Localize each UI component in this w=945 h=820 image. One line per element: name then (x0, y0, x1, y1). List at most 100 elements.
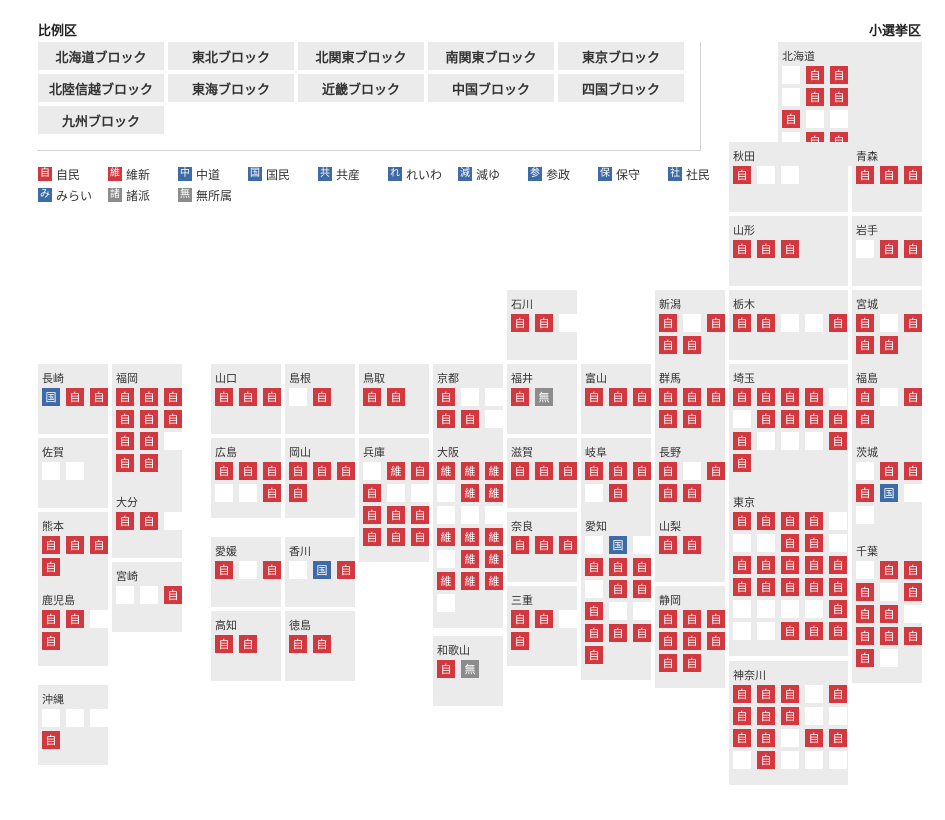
seat-marker: 自 (781, 707, 799, 725)
seat-empty (485, 506, 503, 524)
block-button[interactable]: 東海ブロック (168, 74, 294, 102)
seat-marker: 自 (733, 556, 751, 574)
seat-empty (461, 388, 479, 406)
prefecture-cell: 北海道自自自自自自自 (778, 42, 922, 166)
seat-marker: 自 (880, 462, 898, 480)
legend-item: 諸諸派 (108, 187, 150, 203)
legend-swatch: 無 (178, 188, 192, 202)
seat-empty (806, 110, 824, 128)
seat-marker: 自 (856, 583, 874, 601)
seat-marker: 自 (733, 454, 751, 472)
legend-swatch: れ (388, 167, 402, 181)
seat-empty (781, 314, 799, 332)
legend-label: 諸派 (126, 188, 151, 203)
prefecture-cell: 宮城自自自自 (852, 290, 922, 370)
block-button[interactable]: 北関東ブロック (298, 42, 424, 70)
seat-marker: 自 (880, 605, 898, 623)
seat-empty (437, 506, 455, 524)
seat-marker: 自 (116, 410, 134, 428)
seat-empty (856, 506, 874, 524)
seat-marker: 自 (116, 388, 134, 406)
block-button[interactable]: 南関東ブロック (428, 42, 554, 70)
seat-marker: 自 (683, 410, 701, 428)
prefecture-name: 和歌山 (437, 644, 470, 657)
seat-marker: 自 (733, 240, 751, 258)
seat-marker: 自 (239, 388, 257, 406)
seat-marker: 維 (485, 528, 503, 546)
prefecture-name: 長崎 (42, 372, 64, 385)
prefecture-cell: 山梨自自 (655, 512, 725, 582)
seat-marker: 自 (683, 610, 701, 628)
block-button[interactable]: 北陸信越ブロック (38, 74, 164, 102)
seat-marker: 自 (609, 558, 627, 576)
seat-marker: 自 (66, 610, 84, 628)
block-button[interactable]: 九州ブロック (38, 106, 164, 134)
seat-empty (116, 586, 134, 604)
seat-marker: 自 (683, 484, 701, 502)
seat-marker: 自 (42, 558, 60, 576)
seat-marker: 自 (363, 528, 381, 546)
prefecture-name: 福島 (856, 372, 878, 385)
seat-marker: 自 (904, 583, 922, 601)
block-button[interactable]: 北海道ブロック (38, 42, 164, 70)
seat-marker: 無 (535, 388, 553, 406)
seat-marker: 自 (239, 635, 257, 653)
seat-empty (880, 583, 898, 601)
block-button[interactable]: 四国ブロック (558, 74, 684, 102)
seat-marker: 自 (856, 605, 874, 623)
seat-marker: 自 (66, 536, 84, 554)
seat-marker: 自 (805, 729, 823, 747)
prefecture-name: 島根 (289, 372, 311, 385)
prefecture-name: 山口 (215, 372, 237, 385)
seat-empty (757, 534, 775, 552)
seat-empty (782, 66, 800, 84)
prefecture-cell: 熊本自自自自 (38, 512, 108, 592)
seat-empty (805, 707, 823, 725)
seat-empty (757, 622, 775, 640)
prefecture-cell: 長崎国自自 (38, 364, 108, 434)
seat-marker: 維 (461, 550, 479, 568)
block-panel (37, 42, 701, 151)
prefecture-name: 宮崎 (116, 570, 138, 583)
legend-item: 国国民 (248, 166, 290, 182)
seat-marker: 自 (313, 462, 331, 480)
prefecture-name: 茨城 (856, 446, 878, 459)
seat-marker: 自 (140, 410, 158, 428)
seat-empty (733, 751, 751, 769)
prefecture-name: 鹿児島 (42, 594, 75, 607)
legend-swatch: 減 (458, 167, 472, 181)
prefecture-cell: 京都自自自 (433, 364, 503, 444)
seat-marker: 自 (829, 410, 847, 428)
block-button[interactable]: 東北ブロック (168, 42, 294, 70)
seat-marker: 自 (757, 240, 775, 258)
seat-empty (437, 484, 455, 502)
seat-marker: 自 (707, 462, 725, 480)
seat-marker: 自 (733, 388, 751, 406)
seat-marker: 自 (904, 388, 922, 406)
legend-label: 維新 (126, 167, 151, 182)
seat-marker: 自 (757, 685, 775, 703)
seat-marker: 自 (757, 707, 775, 725)
seat-marker: 国 (42, 388, 60, 406)
seat-marker: 自 (511, 610, 529, 628)
seat-empty (829, 707, 847, 725)
prefecture-name: 富山 (585, 372, 607, 385)
block-button[interactable]: 近畿ブロック (298, 74, 424, 102)
seat-marker: 自 (904, 462, 922, 480)
seat-marker: 自 (535, 536, 553, 554)
seat-marker: 自 (757, 556, 775, 574)
seat-empty (829, 388, 847, 406)
seat-marker: 自 (116, 512, 134, 530)
seat-marker: 維 (461, 572, 479, 590)
seat-marker: 自 (757, 388, 775, 406)
seat-marker: 自 (856, 314, 874, 332)
seat-marker: 自 (904, 240, 922, 258)
seat-marker: 自 (781, 410, 799, 428)
seat-marker: 自 (733, 578, 751, 596)
block-button[interactable]: 中国ブロック (428, 74, 554, 102)
seat-marker: 自 (806, 66, 824, 84)
seat-marker: 自 (781, 685, 799, 703)
block-button[interactable]: 東京ブロック (558, 42, 684, 70)
seat-empty (782, 88, 800, 106)
seat-marker: 自 (856, 410, 874, 428)
